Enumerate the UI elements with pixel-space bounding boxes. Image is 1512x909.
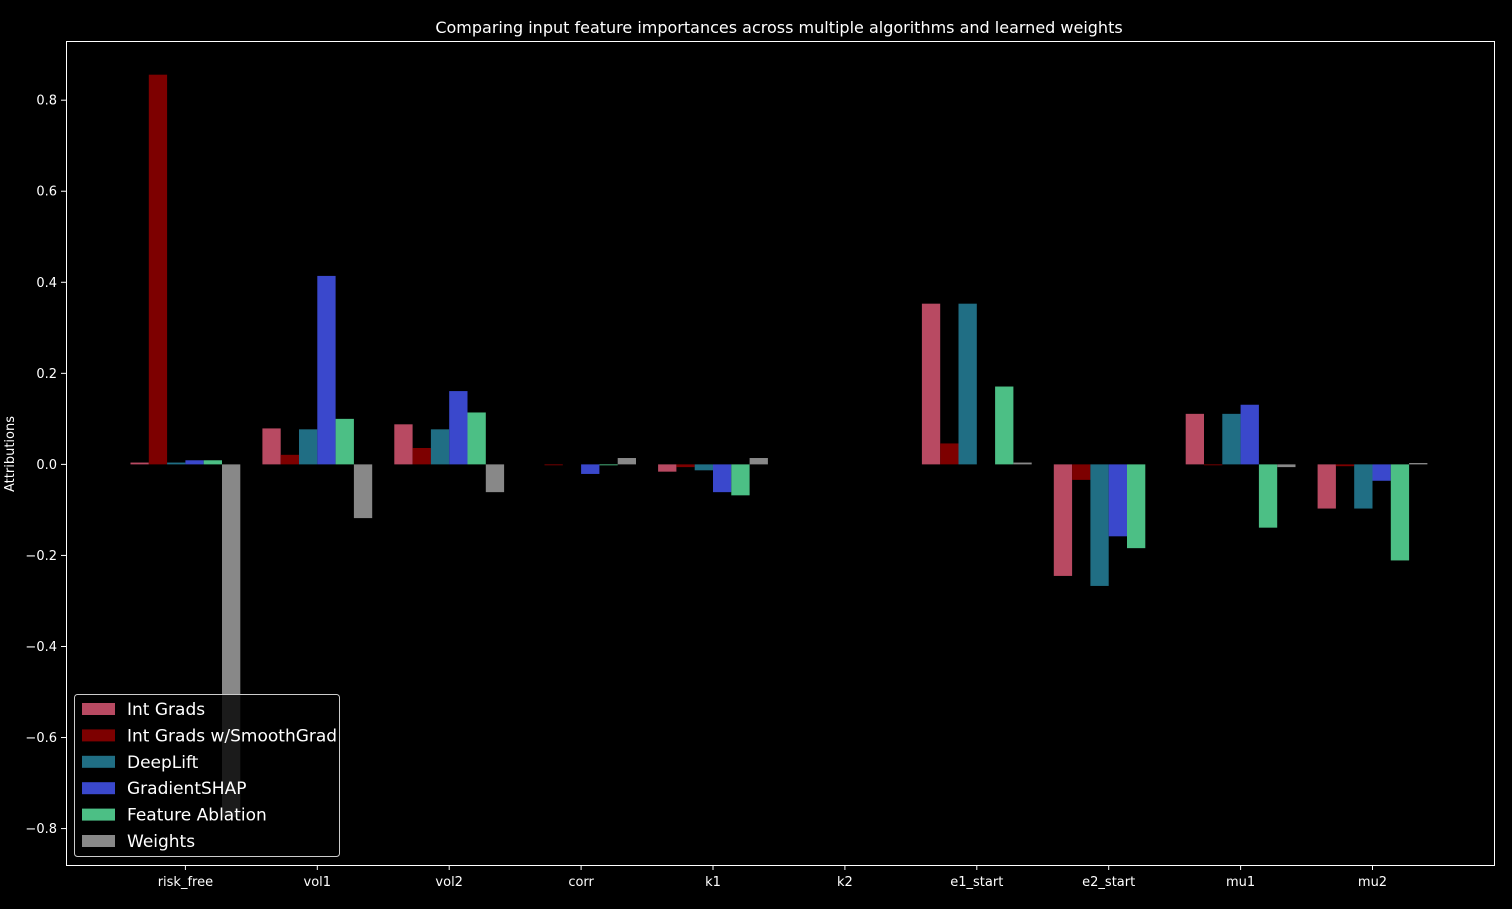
- y-tick-label: 0.4: [36, 276, 57, 291]
- legend-box: [74, 694, 340, 857]
- bars-group: [130, 74, 1428, 818]
- bar-int-grads-vol2: [394, 424, 413, 465]
- y-tick-label: 0.0: [36, 458, 57, 473]
- bar-deeplift-e1-start: [958, 303, 977, 465]
- y-tick-label: −0.4: [25, 640, 57, 655]
- x-tick-label-vol1: vol1: [304, 875, 332, 890]
- bar-deeplift-e2-start: [1090, 464, 1109, 586]
- bar-feature-ablation-e2-start: [1127, 464, 1146, 549]
- bar-int-grads-w-smoothgrad-k1: [676, 464, 695, 468]
- y-axis-label: Attributions: [3, 416, 18, 492]
- bar-feature-ablation-vol1: [335, 418, 354, 465]
- bar-weights-e1-start: [1013, 462, 1032, 465]
- bar-gradientshap-mu1: [1240, 404, 1259, 465]
- x-tick-label-mu1: mu1: [1226, 875, 1255, 890]
- bar-weights-k1: [749, 458, 768, 465]
- bar-gradientshap-risk-free: [185, 460, 204, 465]
- bar-int-grads-w-smoothgrad-vol2: [412, 447, 431, 465]
- y-tick-label: 0.2: [36, 367, 57, 382]
- y-tick-label: −0.6: [25, 731, 57, 746]
- bar-int-grads-w-smoothgrad-mu1: [1204, 464, 1223, 466]
- legend: Int Grads Int Grads w/SmoothGrad DeepLift G…: [74, 694, 340, 857]
- legend-label-int-grads: Int Grads: [127, 700, 205, 720]
- legend-label-weights: Weights: [127, 832, 195, 852]
- x-tick-label-e1-start: e1_start: [950, 875, 1003, 890]
- bar-gradientshap-e2-start: [1108, 464, 1127, 537]
- bar-weights-corr: [617, 458, 636, 465]
- legend-swatch-feature-ablation: [82, 808, 115, 821]
- legend-swatch-deeplift: [82, 755, 115, 768]
- bar-gradientshap-corr: [581, 464, 600, 474]
- bar-weights-vol2: [485, 464, 505, 493]
- bar-feature-ablation-corr: [599, 464, 618, 466]
- bar-deeplift-k1: [694, 464, 713, 471]
- y-axis: −0.8 −0.6 −0.4 −0.2 0.0 0.2 0.4 0.6 0.8: [25, 94, 66, 837]
- chart-title: Comparing input feature importances acro…: [435, 18, 1122, 37]
- x-tick-label-mu2: mu2: [1358, 875, 1387, 890]
- bar-feature-ablation-e1-start: [995, 386, 1014, 465]
- bar-feature-ablation-mu2: [1390, 464, 1410, 561]
- plot-area-frame: [66, 41, 1495, 866]
- x-tick-label-corr: corr: [568, 875, 594, 890]
- legend-swatch-weights: [82, 835, 115, 847]
- bar-int-grads-w-smoothgrad-risk-free: [148, 74, 168, 465]
- bar-gradientshap-vol2: [449, 391, 468, 465]
- bar-feature-ablation-k1: [731, 464, 750, 496]
- x-tick-label-k1: k1: [705, 875, 721, 890]
- x-axis: risk_free vol1 vol2 corr k1 k2 e1_start e2_star…: [158, 865, 1387, 890]
- bar-gradientshap-mu2: [1372, 464, 1391, 481]
- bar-deeplift-vol1: [299, 429, 318, 465]
- bar-weights-mu2: [1409, 463, 1428, 465]
- bar-int-grads-k1: [658, 464, 677, 472]
- bar-gradientshap-vol1: [317, 275, 336, 465]
- legend-swatch-gradientshap: [82, 782, 115, 795]
- bar-weights-mu1: [1277, 464, 1296, 468]
- legend-swatch-int-grads: [82, 703, 115, 715]
- bar-int-grads-w-smoothgrad-mu2: [1335, 464, 1355, 467]
- y-tick-label: 0.8: [36, 94, 57, 109]
- legend-swatch-int-grads-w-smoothgrad: [82, 729, 115, 742]
- bar-deeplift-risk-free: [167, 462, 186, 465]
- bar-int-grads-w-smoothgrad-e1-start: [940, 443, 959, 465]
- bar-feature-ablation-risk-free: [203, 460, 222, 465]
- legend-label-int-grads-w-smoothgrad: Int Grads w/SmoothGrad: [127, 726, 337, 746]
- bar-deeplift-mu1: [1222, 413, 1241, 465]
- x-tick-label-vol2: vol2: [435, 875, 463, 890]
- bar-int-grads-e2-start: [1053, 464, 1073, 576]
- x-tick-label-risk-free: risk_free: [158, 875, 213, 890]
- bar-feature-ablation-vol2: [467, 412, 486, 465]
- bar-deeplift-mu2: [1354, 464, 1373, 509]
- bar-int-grads-mu1: [1185, 413, 1204, 465]
- y-tick-label: −0.2: [25, 549, 57, 564]
- y-tick-label: −0.8: [25, 822, 57, 837]
- bar-int-grads-mu2: [1317, 464, 1336, 509]
- bar-int-grads-w-smoothgrad-corr: [544, 464, 563, 466]
- bar-int-grads-w-smoothgrad-e2-start: [1072, 464, 1091, 480]
- bar-int-grads-vol1: [262, 428, 281, 465]
- y-tick-label: 0.6: [36, 185, 57, 200]
- bar-feature-ablation-mu1: [1258, 464, 1278, 528]
- bar-deeplift-vol2: [430, 429, 450, 465]
- legend-label-deeplift: DeepLift: [127, 753, 199, 773]
- bar-int-grads-risk-free: [130, 462, 149, 465]
- bar-int-grads-e1-start: [921, 303, 941, 465]
- x-tick-label-e2-start: e2_start: [1082, 875, 1135, 890]
- bar-gradientshap-k1: [713, 464, 732, 493]
- legend-label-feature-ablation: Feature Ablation: [127, 806, 267, 826]
- legend-label-gradientshap: GradientSHAP: [127, 779, 246, 799]
- bar-int-grads-w-smoothgrad-vol1: [280, 454, 299, 465]
- x-tick-label-k2: k2: [837, 875, 853, 890]
- bar-weights-vol1: [353, 464, 373, 519]
